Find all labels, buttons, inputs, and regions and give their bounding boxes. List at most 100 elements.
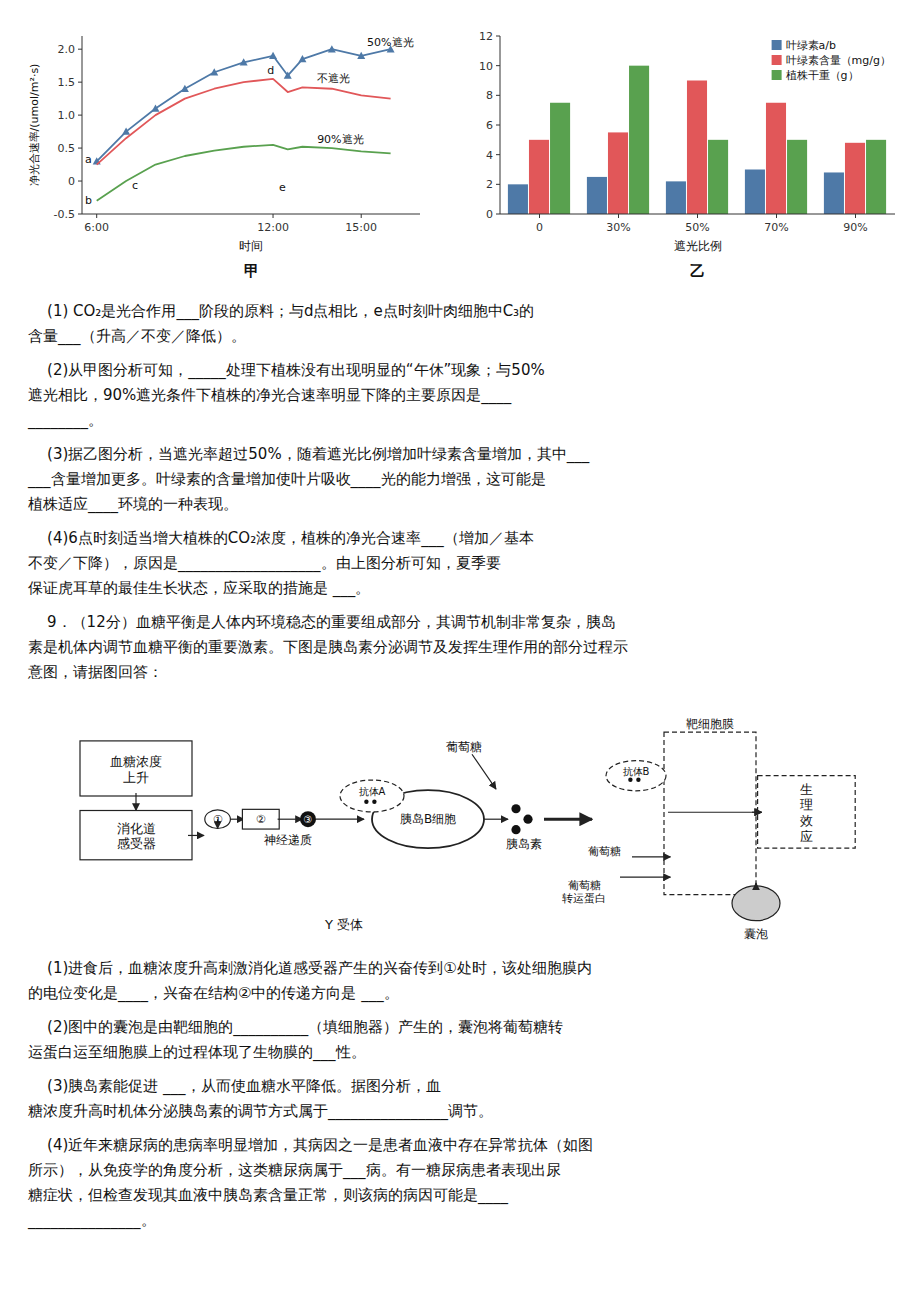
diagram-dot (636, 778, 640, 782)
question-text: (3)据乙图分析，当遮光率超过50%，随着遮光比例增加叶绿素含量增加，其中___ (28, 445, 590, 464)
diagram-label-line: 葡萄糖 (588, 845, 621, 858)
diagram-box (80, 741, 192, 796)
chart: 6:0012:0015:00-0.500.51.01.52.050%遮光不遮光9… (28, 36, 420, 280)
annotation: d (267, 64, 274, 77)
y-tick (78, 214, 82, 215)
y-tick-label: 2 (486, 178, 493, 191)
annotation: 不遮光 (317, 72, 350, 85)
question-text: 所示），从免疫学的角度分析，这类糖尿病属于___病。有一糖尿病患者表现出尿 (28, 1161, 561, 1180)
annotation: e (279, 181, 286, 194)
x-tick (539, 214, 540, 218)
question-text: 不变／下降），原因是___________________。由上图分析可知，夏季… (28, 554, 501, 573)
y-tick (78, 49, 82, 50)
diagram-dot (364, 800, 368, 804)
question-text: (2)图中的囊泡是由靶细胞的__________（填细胞器）产生的，囊泡将葡萄糖… (28, 1018, 563, 1037)
diagram-label-line: 抗体A (359, 786, 386, 797)
diagram-dot (372, 800, 376, 804)
diagram-arrow (668, 812, 762, 813)
y-tick-label: 6 (486, 119, 493, 132)
y-tick (496, 184, 500, 185)
diagram-label-line: 葡萄糖 (446, 740, 482, 754)
question-text: (2)从甲图分析可知，_____处理下植株没有出现明显的“午休”现象；与50% (28, 361, 545, 380)
diagram-label: 胰岛素 (506, 837, 542, 851)
diagram-label-line: 胰岛B细胞 (400, 812, 456, 826)
legend-label: 植株干重（g） (786, 69, 859, 82)
y-tick (496, 154, 500, 155)
diagram-dot (300, 811, 316, 827)
y-tick-label: 0 (68, 175, 75, 188)
x-tick (776, 214, 777, 218)
y-axis-label: 净光合速率/(umol/m²·s) (28, 64, 41, 187)
point-marker (328, 45, 336, 52)
annotation: c (132, 179, 138, 192)
diagram-dot (511, 804, 520, 813)
x-tick-label: 30% (606, 221, 630, 234)
question-text: (1) CO₂是光合作用___阶段的原料；与d点相比，e点时刻叶肉细胞中C₃的 (28, 302, 534, 321)
y-tick (78, 148, 82, 149)
diagram-label: 生理效应 (800, 781, 813, 843)
page: 6:0012:0015:00-0.500.51.01.52.050%遮光不遮光9… (0, 0, 919, 1302)
plot-area (93, 45, 395, 201)
point-marker (181, 85, 189, 92)
diagram-ellipse (732, 886, 780, 921)
x-tick (855, 214, 856, 218)
diagram-label: Y 受体 (324, 916, 363, 931)
y-tick-label: 2.0 (58, 43, 76, 56)
question-text: (4)6点时刻适当增大植株的CO₂浓度，植株的净光合速率___（增加／基本 (28, 529, 534, 548)
diagram-ellipse (205, 810, 231, 829)
diagram-arrow (632, 856, 670, 857)
bar (866, 140, 886, 214)
legend-swatch (772, 55, 782, 65)
bar (629, 66, 649, 214)
chart-title: 甲 (244, 262, 259, 280)
x-tick (273, 214, 274, 218)
x-tick (697, 214, 698, 218)
x-tick-label: 70% (764, 221, 788, 234)
x-tick-label: 15:00 (345, 221, 377, 234)
question-text: 糖浓度升高时机体分泌胰岛素的调节方式属于________________调节。 (28, 1102, 493, 1121)
point-marker (210, 68, 218, 75)
y-tick-label: 8 (486, 89, 493, 102)
diagram-arrow (484, 819, 508, 820)
y-axis-line (82, 36, 83, 214)
diagram-ellipse (606, 761, 666, 791)
diagram-label-line: 效 (800, 813, 813, 828)
question-text: ________。 (27, 411, 103, 430)
diagram-label-line: ① (213, 813, 223, 826)
question-text: _______________。 (27, 1211, 156, 1230)
line-series (97, 145, 391, 201)
x-tick-label: 6:00 (84, 221, 109, 234)
point-marker (122, 128, 130, 135)
line-series (97, 49, 391, 161)
question-text: 保证虎耳草的最佳生长状态，应采取的措施是 ___。 (28, 579, 370, 598)
diagram-arrow (278, 819, 303, 820)
annotation: 50%遮光 (367, 36, 413, 49)
diagram-box (242, 809, 279, 829)
chart: 030%50%70%90%024681012遮光比例乙叶绿素a/b叶绿素含量（m… (479, 30, 895, 280)
bar (508, 184, 528, 214)
diagram-box (758, 776, 856, 849)
y-tick (78, 115, 82, 116)
diagram-dot (523, 815, 532, 824)
diagram-label-line: 神经递质 (264, 833, 312, 847)
diagram-label-line: 靶细胞膜 (686, 717, 734, 731)
diagram-label-line: ② (256, 813, 266, 826)
point-marker (151, 105, 159, 112)
question-text: 素是机体内调节血糖平衡的重要激素。下图是胰岛素分泌调节及发挥生理作用的部分过程示 (28, 638, 628, 656)
y-tick-label: 1.5 (58, 76, 76, 89)
diagram-arrow (620, 877, 670, 878)
bar (824, 172, 844, 214)
question-text: 糖症状，但检查发现其血液中胰岛素含量正常，则该病的病因可能是____ (28, 1186, 509, 1205)
y-tick (496, 95, 500, 96)
diagram-label-line: 囊泡 (744, 927, 768, 941)
diagram-label: 血糖浓度上升 (110, 753, 162, 784)
x-tick-label: 0 (536, 221, 543, 234)
legend: 叶绿素a/b叶绿素含量（mg/g）植株干重（g） (772, 39, 891, 82)
question-text: 运蛋白运至细胞膜上的过程体现了生物膜的___性。 (28, 1043, 366, 1062)
diagram-label: 葡萄糖 (588, 845, 621, 858)
x-axis-label: 遮光比例 (674, 239, 722, 253)
question-text: 9．（12分）血糖平衡是人体内环境稳态的重要组成部分，其调节机制非常复杂，胰岛 (28, 613, 616, 631)
annotation: b (85, 194, 92, 207)
diagram-label-line: 血糖浓度 (110, 753, 162, 768)
x-tick (361, 214, 362, 218)
